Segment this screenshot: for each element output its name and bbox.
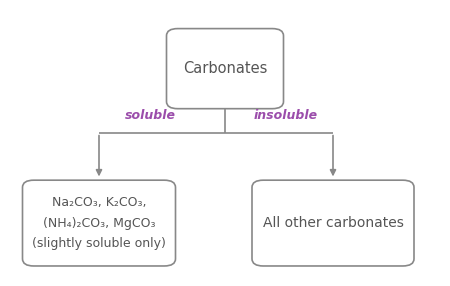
FancyBboxPatch shape [166,29,284,109]
Text: Na₂CO₃, K₂CO₃,: Na₂CO₃, K₂CO₃, [52,196,146,209]
FancyBboxPatch shape [252,180,414,266]
Text: All other carbonates: All other carbonates [262,216,404,230]
FancyBboxPatch shape [22,180,176,266]
Text: (NH₄)₂CO₃, MgCO₃: (NH₄)₂CO₃, MgCO₃ [43,217,155,230]
Text: Carbonates: Carbonates [183,61,267,76]
Text: soluble: soluble [125,109,176,122]
Text: (slightly soluble only): (slightly soluble only) [32,237,166,250]
Text: insoluble: insoluble [254,109,318,122]
